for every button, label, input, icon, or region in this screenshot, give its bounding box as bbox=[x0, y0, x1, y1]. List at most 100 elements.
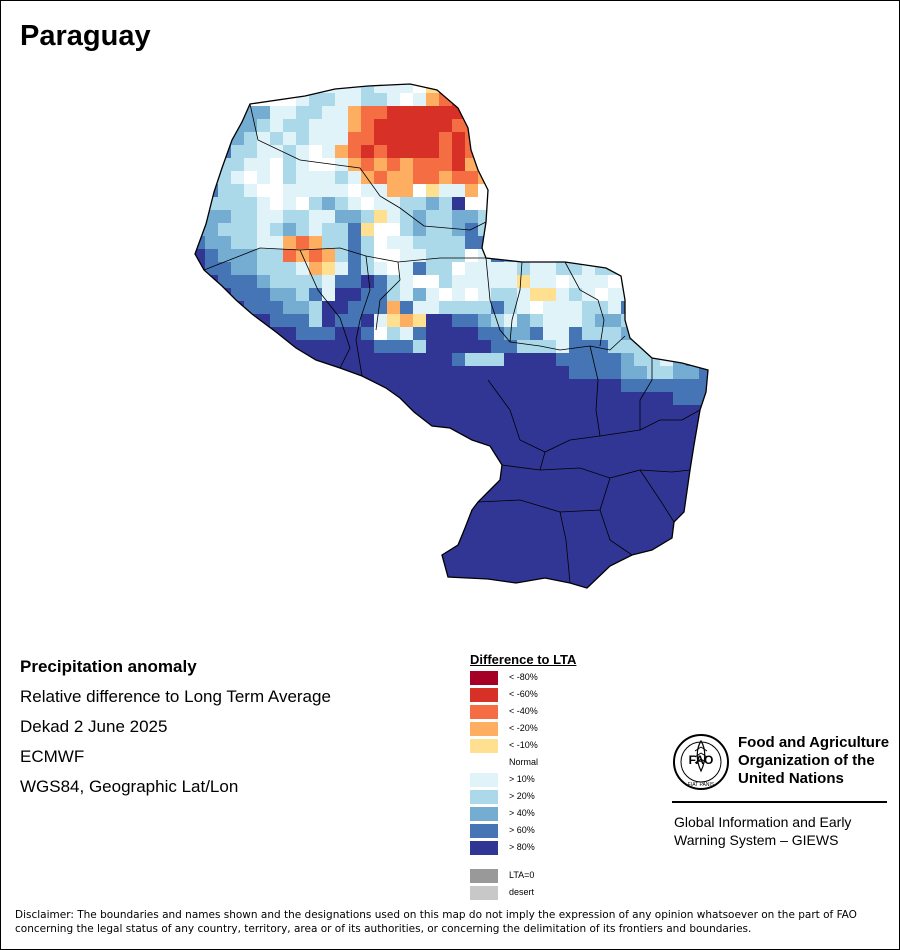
anomaly-cell bbox=[309, 392, 323, 406]
anomaly-cell bbox=[504, 353, 518, 367]
anomaly-cell bbox=[296, 535, 310, 549]
anomaly-cell bbox=[439, 418, 453, 432]
anomaly-cell bbox=[413, 275, 427, 289]
anomaly-cell bbox=[543, 444, 557, 458]
anomaly-cell bbox=[296, 236, 310, 250]
anomaly-cell bbox=[296, 548, 310, 562]
anomaly-cell bbox=[335, 119, 349, 133]
anomaly-cell bbox=[426, 496, 440, 510]
anomaly-cell bbox=[361, 314, 375, 328]
anomaly-cell bbox=[205, 405, 219, 419]
anomaly-cell bbox=[517, 483, 531, 497]
legend-swatch bbox=[470, 773, 498, 787]
anomaly-cell bbox=[595, 496, 609, 510]
anomaly-cell bbox=[712, 470, 726, 484]
anomaly-cell bbox=[530, 210, 544, 224]
anomaly-cell bbox=[530, 275, 544, 289]
anomaly-cell bbox=[387, 548, 401, 562]
anomaly-cell bbox=[322, 392, 336, 406]
anomaly-cell bbox=[374, 548, 388, 562]
anomaly-cell bbox=[335, 158, 349, 172]
anomaly-cell bbox=[413, 431, 427, 445]
anomaly-cell bbox=[478, 496, 492, 510]
anomaly-cell bbox=[621, 249, 635, 263]
anomaly-cell bbox=[452, 522, 466, 536]
anomaly-cell bbox=[595, 535, 609, 549]
anomaly-cell bbox=[712, 366, 726, 380]
anomaly-cell bbox=[257, 431, 271, 445]
anomaly-cell bbox=[699, 470, 708, 484]
anomaly-cell bbox=[504, 314, 518, 328]
anomaly-cell bbox=[348, 340, 362, 354]
anomaly-cell bbox=[621, 301, 635, 315]
anomaly-cell bbox=[218, 262, 232, 276]
anomaly-cell bbox=[621, 366, 635, 380]
anomaly-cell bbox=[595, 444, 609, 458]
anomaly-cell bbox=[387, 171, 401, 185]
anomaly-cell bbox=[387, 483, 401, 497]
anomaly-cell bbox=[348, 431, 362, 445]
anomaly-cell bbox=[400, 444, 414, 458]
anomaly-cell bbox=[504, 288, 518, 302]
anomaly-cell bbox=[491, 366, 505, 380]
anomaly-cell bbox=[231, 145, 245, 159]
anomaly-cell bbox=[504, 340, 518, 354]
anomaly-cell bbox=[465, 457, 479, 471]
anomaly-cell bbox=[569, 444, 583, 458]
anomaly-cell bbox=[543, 353, 557, 367]
anomaly-cell bbox=[231, 262, 245, 276]
department-boundary bbox=[639, 358, 653, 430]
anomaly-cell bbox=[374, 327, 388, 341]
anomaly-cell bbox=[491, 353, 505, 367]
anomaly-cell bbox=[660, 249, 674, 263]
anomaly-cell bbox=[543, 561, 557, 575]
anomaly-cell bbox=[517, 340, 531, 354]
anomaly-cell bbox=[439, 145, 453, 159]
anomaly-cell bbox=[491, 496, 505, 510]
anomaly-cell bbox=[582, 327, 596, 341]
anomaly-cell bbox=[556, 314, 570, 328]
anomaly-cell bbox=[283, 574, 297, 588]
anomaly-cell bbox=[283, 197, 297, 211]
anomaly-cell bbox=[270, 301, 284, 315]
anomaly-cell bbox=[439, 483, 453, 497]
anomaly-cell bbox=[374, 522, 388, 536]
anomaly-cell bbox=[195, 418, 206, 432]
anomaly-cell bbox=[569, 470, 583, 484]
anomaly-cell bbox=[478, 145, 492, 159]
anomaly-cell bbox=[400, 184, 414, 198]
anomaly-cell bbox=[478, 106, 492, 120]
anomaly-cell bbox=[452, 132, 466, 146]
anomaly-cell bbox=[569, 301, 583, 315]
anomaly-cell bbox=[621, 535, 635, 549]
anomaly-cell bbox=[257, 457, 271, 471]
anomaly-cell bbox=[413, 236, 427, 250]
precipitation-anomaly-map bbox=[194, 83, 765, 589]
anomaly-cell bbox=[439, 379, 453, 393]
anomaly-cell bbox=[504, 418, 518, 432]
anomaly-cell bbox=[439, 106, 453, 120]
anomaly-cell bbox=[582, 561, 596, 575]
anomaly-cell bbox=[452, 353, 466, 367]
anomaly-cell bbox=[608, 340, 622, 354]
anomaly-cell bbox=[478, 288, 492, 302]
anomaly-cell bbox=[400, 275, 414, 289]
anomaly-cell bbox=[621, 379, 635, 393]
anomaly-cell bbox=[751, 548, 765, 562]
anomaly-cell bbox=[309, 444, 323, 458]
anomaly-cell bbox=[296, 561, 310, 575]
anomaly-cell bbox=[296, 210, 310, 224]
anomaly-cell bbox=[283, 236, 297, 250]
anomaly-cell bbox=[582, 314, 596, 328]
anomaly-cell bbox=[283, 353, 297, 367]
anomaly-cell bbox=[296, 405, 310, 419]
anomaly-cell bbox=[361, 171, 375, 185]
anomaly-cell bbox=[660, 236, 674, 250]
anomaly-cell bbox=[413, 106, 427, 120]
anomaly-cell bbox=[348, 93, 362, 107]
anomaly-cell bbox=[296, 587, 310, 588]
anomaly-cell bbox=[361, 366, 375, 380]
anomaly-cell bbox=[543, 340, 557, 354]
anomaly-cell bbox=[296, 314, 310, 328]
anomaly-cell bbox=[374, 106, 388, 120]
